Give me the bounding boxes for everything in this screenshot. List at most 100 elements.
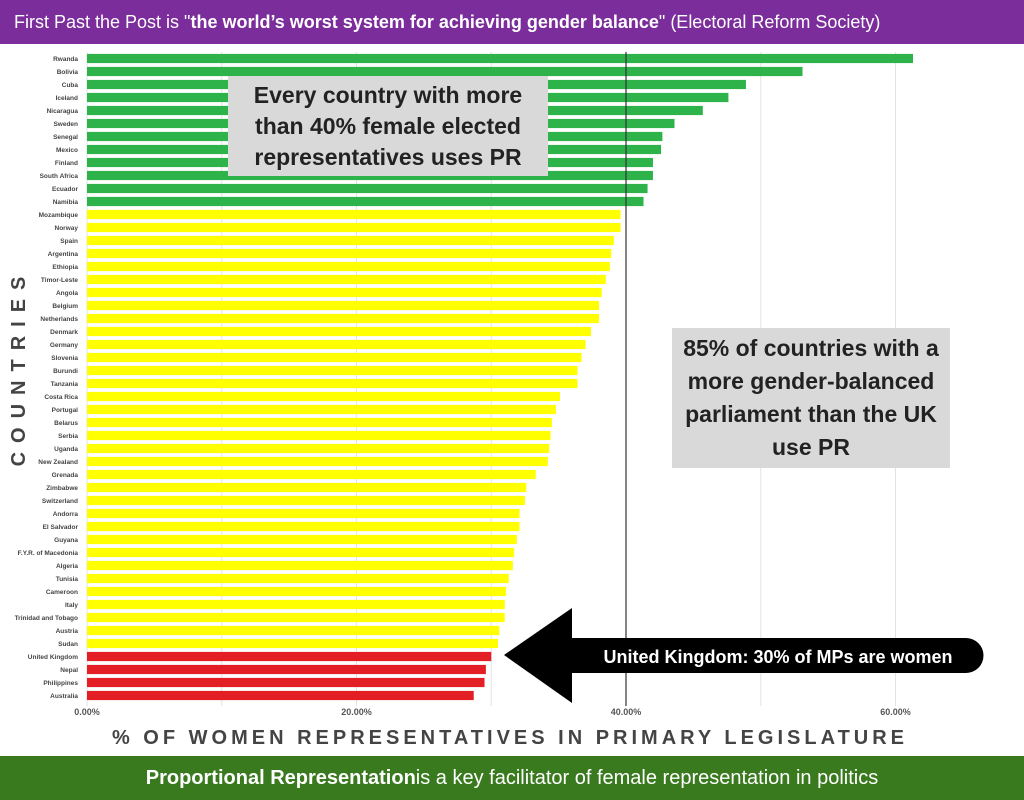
bar-rwanda	[87, 53, 914, 64]
bar-italy	[87, 599, 505, 610]
category-label: Austria	[56, 628, 79, 635]
bar-f-y-r-of-macedonia	[87, 547, 515, 558]
category-label: Italy	[65, 602, 78, 609]
bar-guyana	[87, 534, 517, 545]
bar-angola	[87, 287, 602, 298]
bar-united-kingdom	[87, 651, 492, 662]
bar-switzerland	[87, 495, 525, 506]
category-label: Ethiopia	[52, 264, 78, 271]
callout-pr-over-40: Every country with more than 40% female …	[228, 76, 548, 176]
bar-spain	[87, 235, 614, 246]
bar-namibia	[87, 196, 644, 207]
bar-serbia	[87, 430, 551, 441]
category-label: Tunisia	[56, 576, 79, 583]
category-label: Finland	[55, 160, 78, 167]
x-tick-label: 40.00%	[611, 707, 642, 717]
category-label: Timor-Leste	[41, 277, 78, 284]
category-label: Serbia	[58, 433, 78, 440]
category-label: Burundi	[53, 368, 78, 375]
category-label: Bolivia	[57, 69, 79, 76]
bar-zimbabwe	[87, 482, 527, 493]
title-banner: First Past the Post is " the world’s wors…	[0, 0, 1024, 44]
bar-mozambique	[87, 209, 621, 220]
bar-new-zealand	[87, 456, 548, 467]
x-tick-label: 0.00%	[74, 707, 100, 717]
category-label: El Salvador	[43, 524, 79, 531]
category-label: Costa Rica	[44, 394, 78, 401]
bar-costa-rica	[87, 391, 560, 402]
bar-sudan	[87, 638, 498, 649]
bar-philippines	[87, 677, 485, 688]
title-suffix: " (Electoral Reform Society)	[658, 11, 881, 32]
bar-denmark	[87, 326, 591, 337]
category-label: Sweden	[53, 121, 78, 128]
category-label: Rwanda	[53, 56, 78, 63]
category-label: South Africa	[40, 173, 79, 180]
bar-andorra	[87, 508, 520, 519]
category-label: Uganda	[54, 446, 78, 453]
category-label: Senegal	[53, 134, 78, 141]
callout-pr-85-percent: 85% of countries with a more gender-bala…	[672, 328, 950, 468]
uk-callout-label: United Kingdom: 30% of MPs are women	[603, 646, 953, 667]
x-axis-title: % OF WOMEN REPRESENTATIVES IN PRIMARY LE…	[112, 727, 908, 749]
category-label: Cuba	[62, 82, 79, 89]
bar-australia	[87, 690, 474, 701]
title-emphasis: the world’s worst system for achieving g…	[190, 11, 659, 32]
y-axis-title: COUNTRIES	[8, 268, 30, 467]
bar-germany	[87, 339, 586, 350]
bar-belarus	[87, 417, 552, 428]
bar-timor-leste	[87, 274, 606, 285]
category-label: New Zealand	[38, 459, 78, 466]
category-label: Germany	[50, 342, 79, 349]
bar-cameroon	[87, 586, 507, 597]
category-label: Ecuador	[52, 186, 78, 193]
footer-rest: is a key facilitator of female represent…	[415, 766, 879, 789]
bar-bolivia	[87, 66, 803, 77]
category-label: Sudan	[58, 641, 78, 648]
bar-belgium	[87, 300, 600, 311]
bar-grenada	[87, 469, 536, 480]
bar-slovenia	[87, 352, 582, 363]
bar-burundi	[87, 365, 578, 376]
bar-nepal	[87, 664, 486, 675]
bar-uganda	[87, 443, 550, 454]
category-label: United Kingdom	[28, 654, 78, 661]
bar-algeria	[87, 560, 513, 571]
category-label: Angola	[56, 290, 78, 297]
category-labels: Rwanda Bolivia Cuba Iceland Nicaragua Sweden S…	[15, 56, 79, 700]
category-label: Belgium	[52, 303, 78, 310]
category-label: Algeria	[56, 563, 78, 570]
bar-tunisia	[87, 573, 509, 584]
uk-arrow-shape	[504, 608, 984, 703]
category-label: Zimbabwe	[46, 485, 78, 492]
bar-netherlands	[87, 313, 600, 324]
category-label: Grenada	[52, 472, 79, 479]
title-prefix: First Past the Post is "	[14, 11, 191, 32]
category-label: Philippines	[43, 680, 78, 687]
category-label: Trinidad and Tobago	[15, 615, 78, 622]
category-label: Norway	[55, 225, 79, 232]
footer-banner: Proportional Representation is a key fac…	[0, 756, 1024, 800]
uk-arrow-path	[504, 608, 984, 703]
category-label: F.Y.R. of Macedonia	[18, 550, 79, 557]
category-label: Guyana	[54, 537, 78, 544]
category-label: Spain	[60, 238, 78, 245]
bar-trinidad-and-tobago	[87, 612, 505, 623]
bar-el-salvador	[87, 521, 520, 532]
bar-ecuador	[87, 183, 648, 194]
category-label: Namibia	[53, 199, 79, 206]
category-label: Mexico	[56, 147, 78, 154]
bar-tanzania	[87, 378, 578, 389]
category-label: Andorra	[53, 511, 79, 518]
category-label: Australia	[50, 693, 78, 700]
category-label: Nicaragua	[47, 108, 79, 115]
category-label: Argentina	[48, 251, 79, 258]
x-tick-label: 20.00%	[341, 707, 372, 717]
footer-emphasis: Proportional Representation	[145, 766, 416, 789]
category-label: Denmark	[50, 329, 78, 336]
category-label: Tanzania	[51, 381, 79, 388]
category-label: Cameroon	[46, 589, 78, 596]
bar-ethiopia	[87, 261, 610, 272]
x-tick-label: 60.00%	[880, 707, 911, 717]
category-label: Slovenia	[51, 355, 78, 362]
